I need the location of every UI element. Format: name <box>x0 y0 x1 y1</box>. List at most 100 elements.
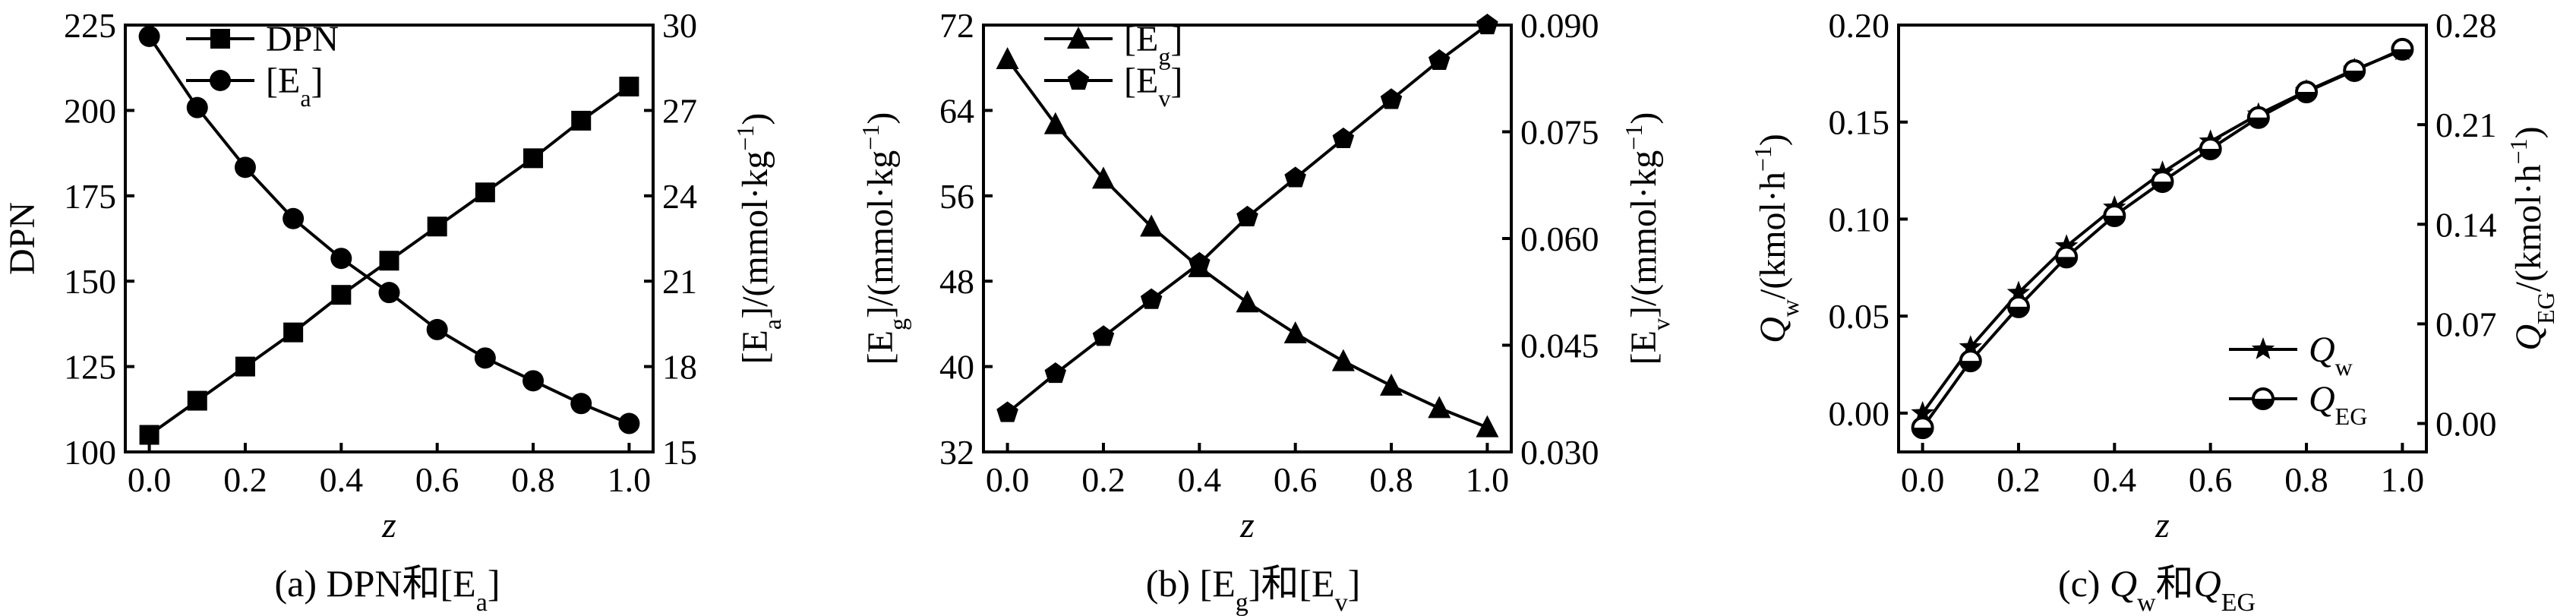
data-point <box>2343 58 2366 82</box>
right-y-tick-label: 0.00 <box>2436 405 2497 444</box>
data-point <box>330 248 352 270</box>
x-tick-label: 0.4 <box>2093 460 2137 499</box>
panel-caption: (c) Qw和QEG <box>2058 562 2256 616</box>
legend-label: QEG <box>2309 379 2367 430</box>
left-y-tick-label: 0.15 <box>1829 103 1890 142</box>
series-0 <box>139 76 639 445</box>
x-tick-label: 0.8 <box>1369 460 1413 499</box>
left-y-tick-label: 64 <box>939 91 974 130</box>
data-point <box>1959 349 1982 373</box>
data-point <box>186 96 208 118</box>
left-y-axis-label: Qw/(kmol·h−1) <box>1749 134 1804 343</box>
data-point <box>379 251 399 271</box>
x-tick-label: 0.4 <box>320 460 364 499</box>
data-point <box>139 425 159 445</box>
data-point <box>378 282 400 304</box>
right-y-tick-label: 15 <box>662 433 697 472</box>
data-point <box>1911 400 1934 423</box>
right-y-tick-label: 0.07 <box>2436 305 2497 343</box>
legend-label: [Ev] <box>1124 61 1182 112</box>
x-tick-label: 1.0 <box>1466 460 1510 499</box>
left-y-axis-label: DPN <box>2 202 43 275</box>
legend-label: Qw <box>2309 330 2353 381</box>
data-point <box>570 393 592 415</box>
data-point <box>138 25 160 47</box>
right-y-tick-label: 0.060 <box>1520 220 1599 258</box>
data-point <box>1380 88 1403 109</box>
x-tick-label: 0.0 <box>986 460 1030 499</box>
data-point <box>1283 321 1307 344</box>
panel-caption: (b) [Eg]和[Ev] <box>1146 562 1361 616</box>
panel-a: 0.0 0.2 0.4 0.6 0.8 1.0 z 100 125 150 175 200 225 15 1… <box>2 6 786 616</box>
legend: DPN[Ea] <box>186 19 339 112</box>
data-point <box>2295 81 2319 104</box>
left-y-tick-label: 40 <box>939 348 974 387</box>
left-y-tick-label: 0.20 <box>1829 6 1890 45</box>
right-y-tick-label: 27 <box>662 91 697 130</box>
left-y-tick-label: 0.00 <box>1829 394 1890 433</box>
panel-caption: (a) DPN和[Ea] <box>275 562 500 616</box>
x-tick-label: 0.2 <box>1081 460 1125 499</box>
data-point <box>2055 245 2079 269</box>
legend-label: DPN <box>266 19 339 59</box>
x-tick-label: 0.0 <box>128 460 172 499</box>
data-point <box>1380 373 1403 396</box>
data-point <box>234 156 256 178</box>
left-y-tick-label: 72 <box>939 6 974 45</box>
left-y-tick-label: 56 <box>939 177 974 216</box>
data-point <box>1476 14 1498 35</box>
legend-marker <box>2251 337 2275 359</box>
data-point <box>1140 214 1163 237</box>
data-point <box>996 46 1019 69</box>
data-point <box>1959 335 1982 357</box>
right-y-tick-label: 0.21 <box>2436 106 2497 144</box>
legend-marker <box>1067 69 1090 90</box>
series-line <box>147 35 630 425</box>
legend-marker <box>210 29 230 49</box>
right-y-tick-label: 0.090 <box>1520 6 1599 45</box>
series-1 <box>1911 37 2414 440</box>
x-tick-label: 0.6 <box>1274 460 1318 499</box>
data-point <box>2246 106 2270 129</box>
x-tick-label: 0.4 <box>1178 460 1222 499</box>
legend-marker <box>1067 27 1090 49</box>
left-y-tick-label: 200 <box>64 91 116 130</box>
data-point <box>2199 137 2222 160</box>
data-point <box>1428 49 1451 70</box>
data-point <box>283 322 304 343</box>
right-y-axis-label: QEG/(kmol·h−1) <box>2505 126 2559 350</box>
left-y-tick-label: 225 <box>64 6 116 45</box>
legend-marker <box>210 70 231 91</box>
right-y-tick-label: 0.045 <box>1520 327 1599 365</box>
series-line <box>1921 47 2404 429</box>
series-1 <box>138 25 640 434</box>
left-y-tick-label: 175 <box>64 177 116 216</box>
x-tick-label: 1.0 <box>608 460 652 499</box>
legend-label: [Eg] <box>1124 19 1182 70</box>
panel-c: 0.0 0.2 0.4 0.6 0.8 1.0 z 0.00 0.05 0.10 0.15 0.20 0… <box>1749 6 2559 616</box>
data-point <box>618 412 640 434</box>
data-point <box>522 370 545 392</box>
data-point <box>619 76 639 96</box>
left-y-tick-label: 125 <box>64 348 116 387</box>
data-point <box>2006 295 2030 318</box>
data-point <box>1911 416 1934 440</box>
x-tick-label: 0.2 <box>223 460 267 499</box>
data-point <box>2006 280 2031 303</box>
data-point <box>1091 166 1115 189</box>
plot-frame <box>1897 24 2428 453</box>
left-y-tick-label: 0.10 <box>1829 200 1890 239</box>
data-point <box>1044 362 1066 384</box>
right-y-tick-label: 24 <box>662 177 697 216</box>
x-axis-label: z <box>2155 505 2170 545</box>
right-y-tick-label: 30 <box>662 6 697 45</box>
series-0 <box>996 46 1499 438</box>
left-y-tick-label: 0.05 <box>1829 297 1890 336</box>
right-y-tick-label: 0.28 <box>2436 6 2497 45</box>
right-y-axis-label: [Ea]/(mmol·kg−1) <box>731 113 786 365</box>
data-point <box>571 110 592 131</box>
data-point <box>1236 205 1258 226</box>
x-tick-label: 0.6 <box>2189 460 2233 499</box>
data-point <box>2391 37 2414 61</box>
